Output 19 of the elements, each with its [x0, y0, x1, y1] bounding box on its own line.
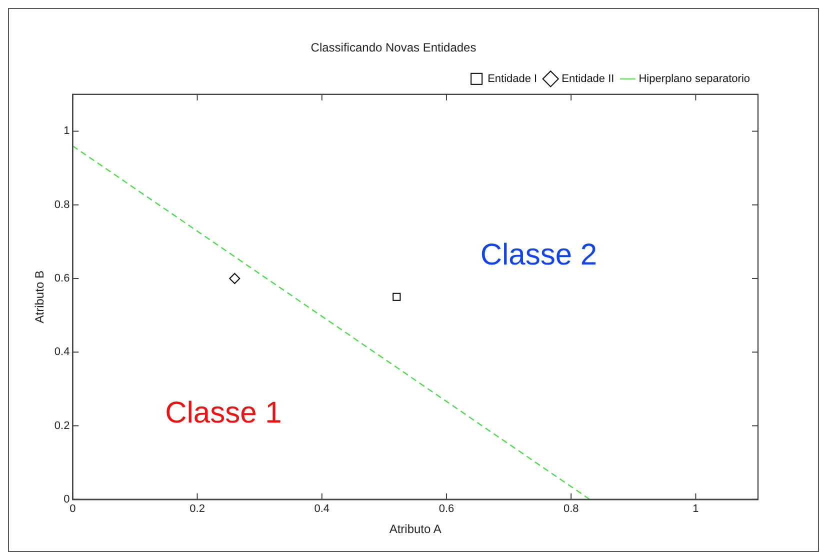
chart-title: Classificando Novas Entidades — [310, 40, 476, 55]
legend-label: Entidade I — [488, 72, 538, 85]
x-tick-label: 0.8 — [563, 503, 579, 516]
y-axis-title: Atributo B — [32, 270, 47, 324]
y-tick-label: 0.8 — [54, 198, 70, 211]
x-tick-label: 0.2 — [190, 503, 205, 516]
legend-label: Entidade II — [562, 72, 614, 85]
legend-label: Hiperplano separatorio — [638, 72, 750, 85]
x-tick-label: 1 — [692, 503, 699, 516]
x-axis-title: Atributo A — [389, 522, 442, 536]
y-tick-label: 0.4 — [54, 346, 70, 358]
x-tick-label: 0.4 — [314, 503, 330, 516]
x-tick-label: 0.6 — [438, 503, 454, 516]
annotation: Classe 1 — [165, 396, 282, 430]
y-tick-label: 0 — [64, 493, 70, 506]
y-tick-label: 0.2 — [54, 420, 70, 432]
y-tick-label: 0.6 — [54, 272, 70, 285]
y-tick-label: 1 — [64, 125, 70, 138]
annotation: Classe 2 — [480, 238, 598, 272]
